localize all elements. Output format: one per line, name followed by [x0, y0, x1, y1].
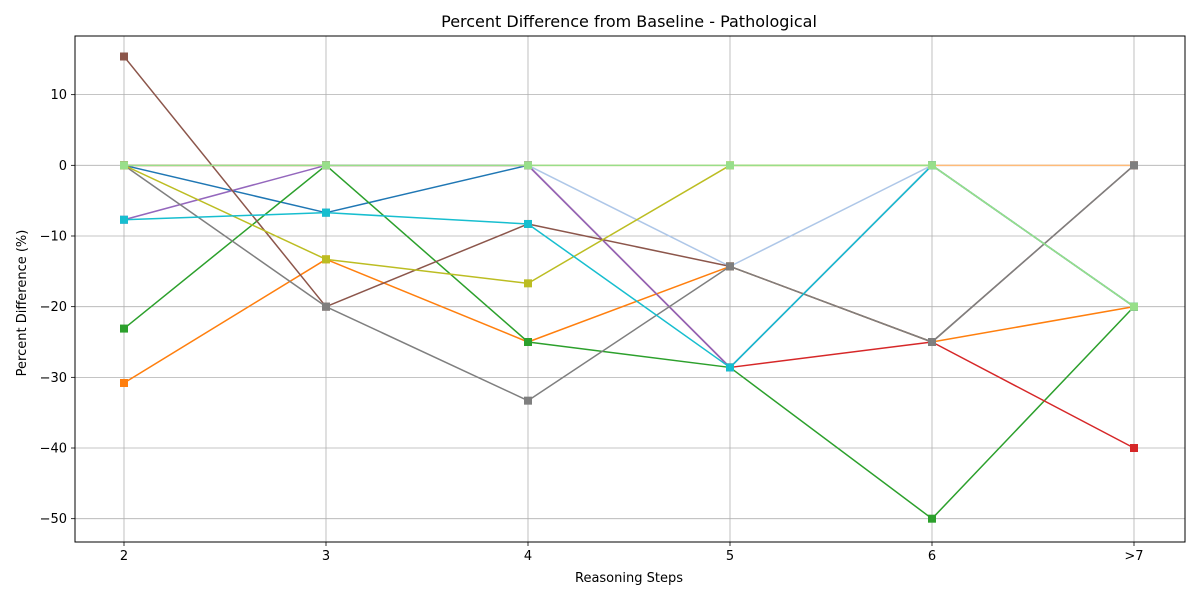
data-point-marker — [322, 208, 330, 217]
data-point-marker — [1130, 302, 1138, 311]
data-point-marker — [1130, 444, 1138, 453]
y-tick-label: −30 — [40, 371, 67, 386]
data-point-marker — [322, 161, 330, 170]
x-axis-title: Reasoning Steps — [575, 571, 683, 586]
x-tick-label: >7 — [1124, 549, 1143, 564]
data-point-marker — [322, 302, 330, 311]
data-point-marker — [524, 396, 532, 405]
data-point-marker — [928, 338, 936, 347]
series-12 — [120, 161, 1138, 311]
data-point-marker — [524, 219, 532, 228]
data-point-marker — [120, 161, 128, 170]
data-point-marker — [726, 363, 734, 372]
series-line — [123, 258, 1135, 384]
y-tick-label: −10 — [40, 229, 67, 244]
plot-area-frame — [74, 35, 1186, 543]
series-line — [124, 164, 1135, 308]
x-tick-label: 3 — [322, 549, 330, 564]
x-tick-label: 4 — [524, 549, 532, 564]
x-tick-label: 2 — [120, 549, 128, 564]
data-point-marker — [120, 52, 128, 61]
y-tick-label: −20 — [40, 300, 67, 315]
series-line — [123, 164, 1135, 402]
y-tick-label: 0 — [59, 159, 67, 174]
data-point-marker — [928, 161, 936, 170]
data-point-marker — [120, 378, 128, 387]
y-axis-title: Percent Difference (%) — [15, 230, 30, 377]
y-tick-label: 10 — [50, 88, 67, 103]
chart-title: Percent Difference from Baseline - Patho… — [441, 12, 817, 31]
data-point-marker — [524, 338, 532, 347]
y-tick-label: −50 — [40, 512, 67, 527]
data-point-marker — [1130, 161, 1138, 170]
data-point-marker — [322, 255, 330, 264]
data-point-marker — [726, 161, 734, 170]
series-line — [123, 164, 1135, 520]
series-lines — [120, 52, 1138, 523]
data-point-marker — [120, 215, 128, 224]
x-tick-label: 6 — [928, 549, 936, 564]
grid-lines — [75, 36, 1185, 542]
data-point-marker — [928, 514, 936, 523]
x-tick-label: 5 — [726, 549, 734, 564]
y-axis-ticks: 10 0 −10 −20 −30 −40 −50 — [40, 88, 75, 527]
data-point-marker — [524, 161, 532, 170]
data-point-marker — [726, 262, 734, 271]
data-point-marker — [524, 279, 532, 288]
data-point-marker — [120, 324, 128, 333]
y-tick-label: −40 — [40, 442, 67, 457]
x-axis-ticks: 2 3 4 5 6 >7 — [120, 542, 1144, 564]
